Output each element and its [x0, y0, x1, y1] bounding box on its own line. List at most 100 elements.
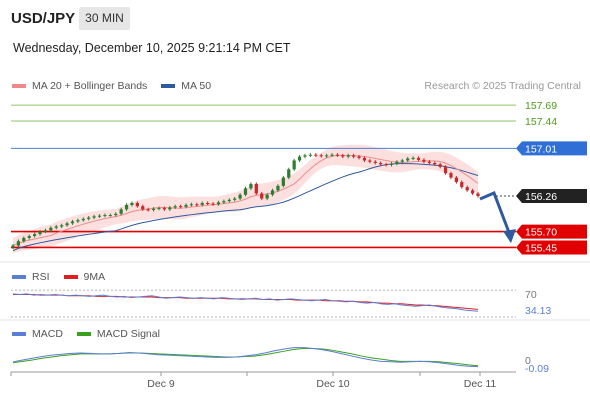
candle-body — [406, 158, 410, 161]
candle-body — [114, 213, 118, 216]
level-label-target: 157.44 — [525, 116, 557, 128]
candle-body — [324, 155, 329, 157]
candle-body — [449, 173, 453, 178]
symbol-label: USD/JPY — [11, 10, 76, 27]
candle-body — [168, 207, 172, 210]
candle-body — [206, 203, 210, 204]
candle-body — [103, 215, 107, 217]
macd-zero-label: 0 — [525, 355, 531, 367]
candle-body — [416, 157, 421, 160]
forecast-arrow-line — [479, 191, 512, 236]
candle-body — [443, 166, 448, 174]
candle-body — [119, 209, 123, 214]
candle-body — [319, 155, 323, 157]
candle-body — [97, 215, 102, 217]
level-tag-bg — [516, 189, 587, 204]
candle-body — [189, 204, 194, 206]
macd-legend: MACD MACD Signal — [12, 328, 160, 340]
candle-body — [265, 194, 269, 199]
macd-line — [12, 347, 479, 368]
price-level-labels: 157.69 157.44 157.01 156.26 155.70 155.45 — [516, 100, 587, 255]
candle-body — [249, 183, 253, 189]
candle-body — [60, 225, 64, 227]
candle-body — [16, 241, 21, 246]
candle-body — [173, 206, 177, 208]
legend-label-macd-signal: MACD Signal — [96, 328, 160, 340]
x-axis: Dec 9 Dec 10 Dec 11 — [0, 261, 590, 390]
candle-body — [195, 204, 199, 206]
candle-body — [130, 203, 134, 205]
candle-body — [352, 155, 356, 157]
candle-body — [292, 160, 296, 170]
rsi-panel: 70 34.13 — [11, 289, 551, 318]
legend-swatch-rsi-ma — [63, 275, 78, 279]
candle-body — [49, 227, 53, 231]
level-tag-bg — [516, 240, 587, 255]
interval-button[interactable]: 30 MIN — [79, 7, 130, 30]
candle-body — [433, 162, 437, 165]
candlesticks — [11, 153, 480, 250]
candle-body — [162, 208, 167, 210]
candle-body — [211, 203, 215, 205]
candle-body — [346, 155, 350, 157]
legend-label-ma20: MA 20 + Bollinger Bands — [32, 80, 148, 92]
datetime-label: Wednesday, December 10, 2025 9:21:14 PM … — [13, 41, 291, 55]
candle-body — [395, 161, 399, 164]
legend-swatch-ma20 — [12, 84, 26, 88]
candle-body — [233, 198, 237, 200]
candle-body — [427, 161, 431, 163]
candle-body — [368, 160, 372, 162]
candle-body — [124, 204, 129, 210]
macd-value-label: -0.09 — [525, 363, 549, 375]
candle-body — [216, 202, 221, 205]
legend-label-rsi: RSI — [32, 271, 50, 283]
candle-body — [438, 164, 442, 167]
candle-body — [151, 208, 156, 210]
candle-body — [200, 203, 204, 205]
x-tick-label: Dec 10 — [316, 378, 349, 390]
level-tag-bg — [516, 224, 587, 239]
candle-body — [465, 187, 469, 191]
rsi-ma-line — [13, 293, 479, 310]
price-levels — [11, 104, 516, 249]
ma20-line — [12, 154, 479, 247]
candle-body — [184, 204, 188, 207]
level-label-resistance: 157.01 — [525, 143, 557, 155]
candle-body — [81, 218, 85, 221]
candle-body — [70, 221, 75, 224]
candle-body — [422, 159, 426, 162]
candle-body — [454, 177, 458, 183]
candle-body — [297, 156, 302, 161]
level-label-support: 155.70 — [525, 227, 557, 239]
macd-panel: 0-0.09 — [12, 347, 549, 375]
candle-body — [330, 154, 334, 156]
rsi-legend: RSI 9MA — [12, 271, 105, 283]
ma50-line — [12, 163, 479, 252]
candle-body — [379, 162, 383, 165]
main-legend: MA 20 + Bollinger Bands MA 50 — [12, 80, 211, 92]
legend-swatch-ma50 — [161, 84, 176, 88]
candle-body — [33, 234, 37, 237]
rsi-70-label: 70 — [525, 289, 537, 301]
candle-body — [238, 194, 242, 199]
x-tick-label: Dec 9 — [147, 378, 175, 390]
candle-body — [178, 206, 183, 208]
x-tick-label: Dec 11 — [464, 378, 497, 390]
candle-body — [11, 245, 15, 248]
candle-body — [270, 190, 275, 195]
legend-swatch-macd-signal — [76, 332, 91, 336]
candle-body — [38, 231, 42, 235]
candle-body — [260, 193, 264, 199]
candle-body — [308, 154, 313, 156]
candle-body — [65, 223, 69, 226]
candle-body — [222, 201, 226, 203]
candle-body — [476, 193, 480, 197]
candle-body — [146, 209, 150, 211]
candle-body — [227, 199, 231, 202]
candle-body — [281, 177, 285, 186]
macd-signal-line — [12, 348, 479, 367]
candle-body — [287, 169, 291, 178]
chart-header: USD/JPY 30 MIN Wednesday, December 10, 2… — [0, 0, 590, 70]
legend-swatch-macd — [12, 332, 26, 336]
